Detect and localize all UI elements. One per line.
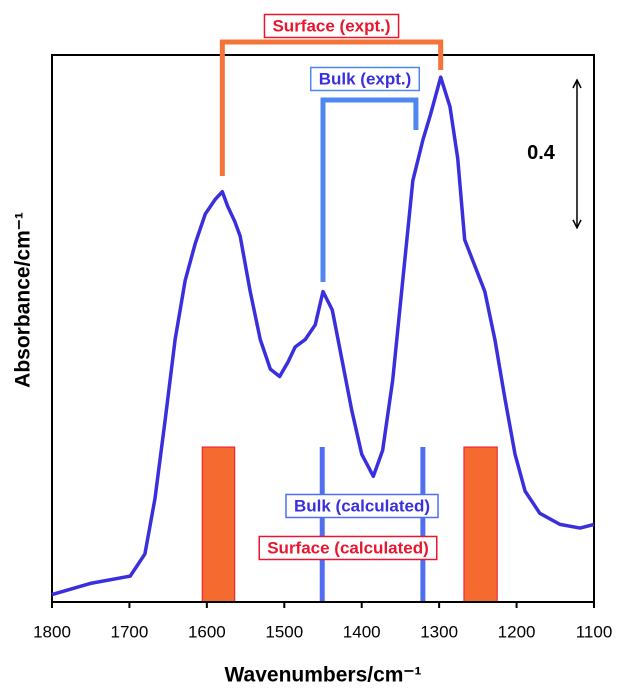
spectrum-line [51,75,595,597]
x-tick-label: 1100 [576,622,613,641]
calc-band [463,446,498,603]
annotation-label: Surface (expt.) [272,16,390,35]
calc-band [201,446,236,603]
plot-frame [51,54,595,603]
surface-expt-bracket [219,39,444,176]
x-tick-label: 1500 [265,622,303,641]
x-tick-label: 1200 [498,622,536,641]
x-tick-label: 1600 [188,622,226,641]
label-box [263,13,400,39]
scale-label: 0.4 [527,142,556,164]
bulk-expt-bracket [320,97,419,282]
x-tick-label: 1400 [343,622,381,641]
y-axis-title: Absorbance/cm⁻¹ [12,212,35,388]
label-box [258,535,438,561]
x-tick-label: 1700 [111,622,149,641]
annotation-label: Bulk (expt.) [319,69,412,88]
scale-arrow [572,78,582,230]
label-box [309,66,421,92]
annotation-label: Bulk (calculated) [294,496,430,515]
label-box [285,493,439,519]
annotation-label: Surface (calculated) [267,538,429,557]
x-tick-label: 1800 [33,622,71,641]
x-tick-label: 1300 [420,622,458,641]
x-axis-title: Wavenumbers/cm⁻¹ [224,664,421,687]
